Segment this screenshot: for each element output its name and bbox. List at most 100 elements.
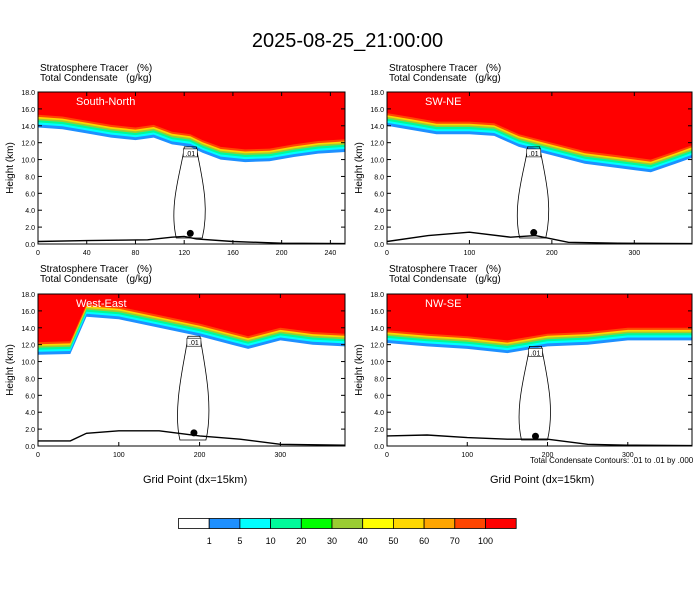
- y-tick-label: 12.0: [21, 141, 35, 148]
- x-tick-label: 0: [36, 452, 40, 459]
- panel-title: NW-SE: [425, 298, 461, 310]
- panel-header-condensate: Total Condensate (g/kg): [389, 73, 501, 84]
- contour-label-text: .01: [189, 340, 199, 347]
- y-tick-label: 16.0: [21, 309, 35, 316]
- y-tick-label: 10.0: [21, 158, 35, 165]
- y-tick-label: 10.0: [370, 360, 384, 367]
- x-tick-label: 200: [194, 452, 206, 459]
- y-tick-label: 0.0: [25, 444, 35, 451]
- chart-nw-se: .01 NW-SE 0.0 2.0 4.0 6.0 8.0 10.0 12.0 14.0 16.0 1…: [354, 292, 693, 459]
- main-title: 2025-08-25_21:00:00: [251, 30, 444, 52]
- y-axis-label: Height (km): [354, 142, 365, 194]
- contour-label: .01: [528, 348, 543, 357]
- y-tick-label: 10.0: [370, 158, 384, 165]
- x-tick-label: 200: [276, 250, 288, 257]
- colorbar-swatch: [178, 518, 210, 529]
- plot-frame: [37, 91, 346, 245]
- location-marker: [531, 432, 539, 440]
- condensate-contour: [177, 335, 210, 441]
- y-tick-label: 10.0: [21, 360, 35, 367]
- panel-header-condensate: Total Condensate (g/kg): [40, 73, 152, 84]
- panel-title: West-East: [76, 298, 127, 310]
- y-tick-label: 6.0: [25, 393, 35, 400]
- y-tick-label: 14.0: [370, 326, 384, 333]
- y-tick-label: 2.0: [25, 225, 35, 232]
- colorbar-swatch: [300, 518, 333, 529]
- colorbar-label: 1: [207, 536, 212, 546]
- x-tick-label: 0: [36, 250, 40, 257]
- contour-label-box: [186, 337, 202, 347]
- y-tick-label: 12.0: [21, 343, 35, 350]
- y-tick-label: 16.0: [370, 107, 384, 114]
- location-marker: [530, 229, 538, 237]
- y-tick-label: 2.0: [25, 427, 35, 434]
- tracer-band-6: [387, 294, 692, 341]
- panel-header-tracer: Stratosphere Tracer (%): [40, 63, 153, 74]
- y-tick-label: 8.0: [374, 174, 384, 181]
- y-tick-label: 4.0: [25, 208, 35, 215]
- condensate-contour: [518, 345, 551, 441]
- x-tick-label: 0: [385, 250, 389, 257]
- x-tick-label: 200: [546, 250, 558, 257]
- y-axis-label: Height (km): [5, 142, 16, 194]
- x-tick-label: 40: [83, 250, 91, 257]
- contour-label: .01: [526, 148, 542, 158]
- contour-label-box: [182, 148, 198, 158]
- colorbar-label: 40: [358, 536, 368, 546]
- y-tick-label: 0.0: [374, 444, 384, 451]
- y-tick-label: 18.0: [370, 90, 384, 97]
- y-tick-label: 8.0: [25, 174, 35, 181]
- colorbar: 1 5 10 20 30 40 50 60 70 100: [178, 518, 517, 546]
- panel-header-tracer: Stratosphere Tracer (%): [389, 63, 502, 74]
- y-tick-label: 12.0: [370, 141, 384, 148]
- chart-sw-ne: .01 SW-NE 0.0 2.0 4.0 6.0 8.0 10.0 12.0 14.0 16.0 1…: [354, 90, 693, 257]
- y-tick-label: 2.0: [374, 225, 384, 232]
- panel-header-condensate: Total Condensate (g/kg): [389, 274, 501, 285]
- y-tick-label: 16.0: [370, 309, 384, 316]
- colorbar-label: 5: [237, 536, 242, 546]
- x-tick-label: 100: [464, 250, 476, 257]
- contour-footnote: Total Condensate Contours: .01 to .01 by…: [530, 456, 694, 465]
- contour-label-box: [526, 148, 542, 158]
- plot-area: .01: [38, 294, 345, 446]
- colorbar-label: 20: [296, 536, 306, 546]
- y-tick-label: 6.0: [374, 191, 384, 198]
- colorbar-swatch: [270, 518, 302, 529]
- location-marker: [186, 229, 194, 237]
- tracer-band-6: [387, 92, 692, 160]
- tracer-band-6: [38, 92, 345, 150]
- contour-label: .01: [186, 337, 202, 347]
- condensate-contour: [173, 146, 206, 239]
- colorbar-label: 10: [266, 536, 276, 546]
- x-tick-label: 80: [132, 250, 140, 257]
- y-tick-label: 14.0: [21, 326, 35, 333]
- y-tick-label: 12.0: [370, 343, 384, 350]
- colorbar-swatch: [423, 518, 456, 529]
- colorbar-swatch: [331, 518, 364, 529]
- panel-header-tracer: Stratosphere Tracer (%): [389, 264, 502, 275]
- colorbar-swatch: [454, 518, 486, 529]
- terrain-line: [38, 235, 345, 244]
- colorbar-label: 60: [419, 536, 429, 546]
- colorbar-swatch: [208, 518, 241, 529]
- colorbar-swatch: [392, 518, 425, 529]
- location-marker: [190, 429, 198, 437]
- terrain-line: [38, 430, 345, 446]
- plot-frame: [386, 91, 693, 245]
- condensate-contour: [516, 146, 550, 239]
- x-tick-label: 240: [325, 250, 337, 257]
- y-tick-label: 4.0: [374, 410, 384, 417]
- panel-title: South-North: [76, 96, 135, 108]
- contour-label-text: .01: [185, 151, 195, 158]
- plot-area: .01: [387, 294, 692, 446]
- terrain-line: [387, 231, 692, 244]
- colorbar-swatch: [485, 518, 517, 529]
- chart-west-east: .01 West-East 0.0 2.0 4.0 6.0 8.0 10.0 12.0 14.0 1…: [5, 292, 346, 459]
- y-axis-label: Height (km): [5, 344, 16, 396]
- x-axis-label-right: Grid Point (dx=15km): [490, 474, 595, 486]
- y-tick-label: 6.0: [25, 191, 35, 198]
- x-tick-label: 100: [113, 452, 125, 459]
- y-tick-label: 14.0: [370, 124, 384, 131]
- colorbar-swatch: [239, 518, 272, 529]
- panel-header-tracer: Stratosphere Tracer (%): [40, 264, 153, 275]
